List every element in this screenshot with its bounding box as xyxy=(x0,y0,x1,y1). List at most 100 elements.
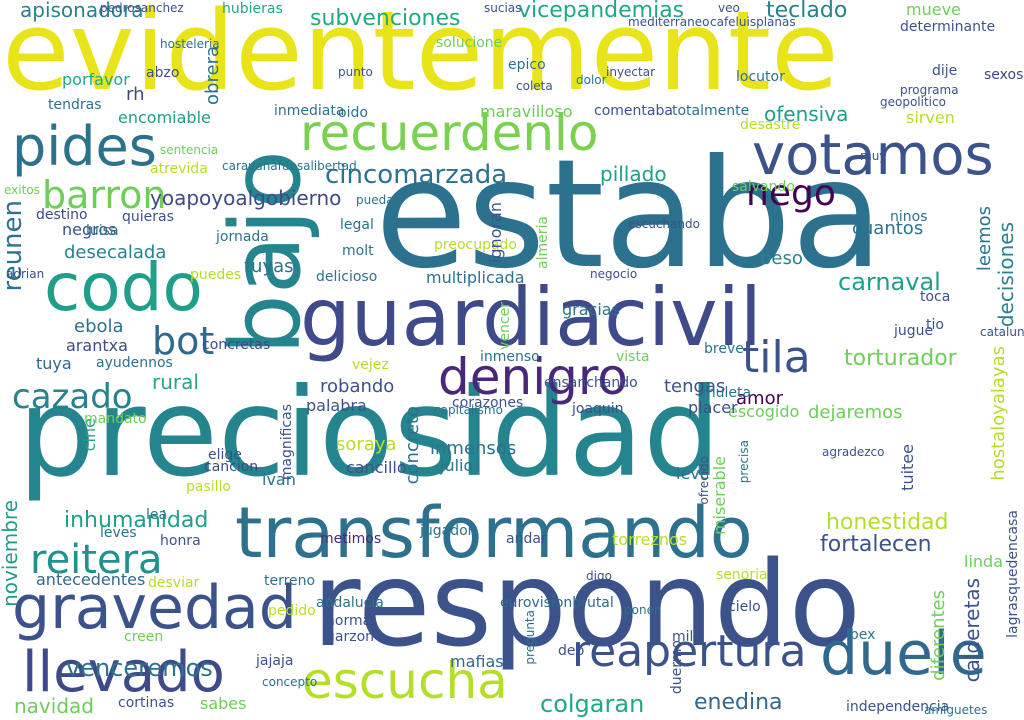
word: cancillo xyxy=(346,458,407,477)
word: sexos xyxy=(984,67,1024,83)
word: garzon xyxy=(326,629,375,645)
word: robando xyxy=(320,376,395,397)
word: determinante xyxy=(900,19,996,35)
word: metimos xyxy=(320,531,382,547)
word: rh xyxy=(126,84,145,105)
word: hubieras xyxy=(222,1,283,17)
word: catalunya xyxy=(980,325,1024,339)
word: recuerdenlo xyxy=(300,104,599,162)
word: legal xyxy=(340,217,374,233)
word: mil xyxy=(672,629,694,645)
word: subvenciones xyxy=(310,6,461,31)
word: ofrecido xyxy=(697,456,711,505)
word: tuya xyxy=(36,354,72,373)
word: navidad xyxy=(14,694,94,718)
word: muleta xyxy=(702,385,752,401)
word: cafeluisplanas xyxy=(710,15,796,29)
word: andalucia xyxy=(316,595,384,611)
word: arantxa xyxy=(66,336,128,355)
word: jugue xyxy=(894,323,934,339)
word: transformando xyxy=(235,492,753,574)
word: breve xyxy=(704,341,744,357)
word: independencia xyxy=(846,699,950,715)
word: almeria xyxy=(535,216,551,269)
word: hostaloyalayas xyxy=(988,346,1009,481)
word: desecalada xyxy=(64,242,167,263)
word: ensanchando xyxy=(544,375,638,391)
word: pillado xyxy=(600,162,667,186)
word: llevado xyxy=(22,640,225,705)
word: dije xyxy=(932,63,958,79)
word: respondo xyxy=(312,535,861,673)
word: inmediata xyxy=(274,103,345,119)
word: corazones xyxy=(452,395,524,411)
word: deb xyxy=(558,643,585,659)
word: sirven xyxy=(906,108,955,127)
word: sabes xyxy=(200,694,247,713)
word: cancion xyxy=(204,459,259,475)
word: cortinas xyxy=(118,695,175,711)
word: digo xyxy=(586,569,612,583)
word: abzo xyxy=(146,65,180,81)
word: vencer xyxy=(497,302,513,350)
word: sucias xyxy=(484,1,522,15)
word: ayudennos xyxy=(96,355,173,371)
word: guardiacivil xyxy=(300,271,763,364)
word: noviembre xyxy=(0,500,22,607)
word: vista xyxy=(616,349,650,365)
word: precisa xyxy=(737,440,751,484)
word: magnificas xyxy=(279,404,295,481)
word: luisa xyxy=(86,223,119,239)
word: preocupado xyxy=(434,237,518,253)
word: ofensiva xyxy=(764,102,849,126)
word: enedina xyxy=(694,690,783,715)
word: calderetas xyxy=(960,578,984,683)
word: pregunta xyxy=(523,610,537,665)
word: totalmente xyxy=(672,103,750,119)
word: sentencia xyxy=(160,143,219,157)
word: tila xyxy=(742,332,811,383)
word: escucha xyxy=(302,652,508,710)
word: lea xyxy=(146,507,168,523)
word: molt xyxy=(342,243,374,259)
word: lagrasquedencasa xyxy=(1005,510,1021,638)
word: ibex xyxy=(846,627,876,643)
word: pasillo xyxy=(186,479,231,495)
word: muy xyxy=(860,149,887,163)
word: inmensos xyxy=(430,438,517,459)
word: jajaja xyxy=(256,653,294,669)
word: caravanafuesalibertad xyxy=(222,159,357,173)
word: honra xyxy=(160,533,201,549)
word: tio xyxy=(926,317,944,333)
word: multiplicada xyxy=(426,268,525,287)
word: tendras xyxy=(48,97,102,113)
word: hosteleria xyxy=(160,37,220,51)
word: agradezco xyxy=(822,445,885,459)
word: mediterraneo xyxy=(628,15,710,29)
word: vejez xyxy=(352,357,389,373)
word: normal xyxy=(326,613,376,629)
word: torturador xyxy=(844,346,957,371)
word: palabra xyxy=(306,396,367,415)
word: venceremos xyxy=(66,654,213,682)
word: quieras xyxy=(122,209,174,225)
word: desviar xyxy=(148,575,200,591)
word: concretas xyxy=(202,337,271,353)
word: locutor xyxy=(736,69,785,85)
word: fortalecen xyxy=(820,532,932,557)
word: oido xyxy=(338,105,368,121)
word: miserable xyxy=(710,456,729,536)
word: placer xyxy=(688,398,738,417)
word: votamos xyxy=(752,123,994,188)
word: tuitee xyxy=(898,444,917,491)
word: gravedad xyxy=(12,573,297,643)
word: elige xyxy=(208,447,242,463)
word: estaba xyxy=(375,128,884,302)
word: reapertura xyxy=(572,626,807,677)
word: adrian xyxy=(6,267,45,281)
word: comentaba xyxy=(594,103,673,119)
word: inyectar xyxy=(606,65,656,79)
word: amiguetes xyxy=(924,703,988,717)
word: dolor xyxy=(576,73,607,87)
word: bot xyxy=(152,319,215,363)
